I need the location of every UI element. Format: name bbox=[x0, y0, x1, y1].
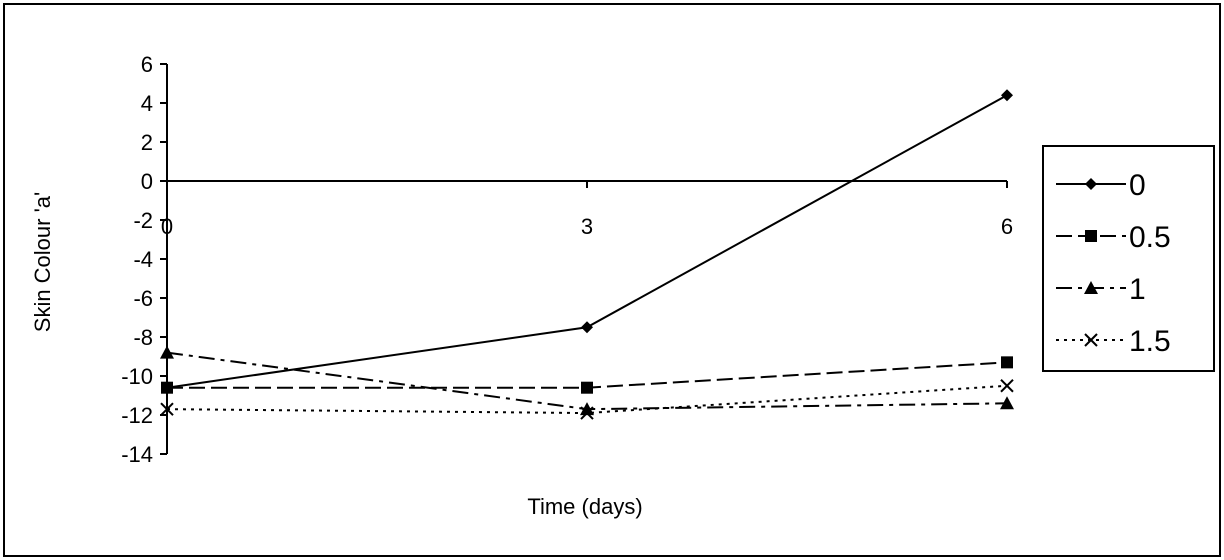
y-axis-title: Skin Colour 'a' bbox=[30, 192, 55, 332]
legend-label: 0.5 bbox=[1129, 221, 1171, 254]
y-tick-label: 2 bbox=[141, 130, 153, 155]
data-point-series-3 bbox=[1000, 379, 1014, 393]
legend-marker bbox=[1084, 281, 1098, 294]
y-tick-label: 6 bbox=[141, 52, 153, 77]
legend-label: 1 bbox=[1129, 273, 1146, 306]
data-point-series-1 bbox=[1001, 356, 1013, 369]
legend-label: 0 bbox=[1129, 169, 1146, 202]
data-point-series-3 bbox=[160, 402, 174, 416]
data-point-series-1 bbox=[581, 381, 593, 394]
y-tick-label: -2 bbox=[133, 208, 153, 233]
data-point-series-1 bbox=[161, 381, 173, 394]
legend-item: 0 bbox=[1056, 169, 1146, 202]
y-tick-label: 4 bbox=[141, 91, 153, 116]
data-point-series-3 bbox=[580, 406, 594, 420]
x-tick-label: 0 bbox=[161, 214, 173, 239]
data-point-series-2 bbox=[1000, 396, 1014, 410]
data-point-series-0 bbox=[581, 321, 593, 334]
y-tick-label: -6 bbox=[133, 286, 153, 311]
legend-label: 1.5 bbox=[1129, 325, 1171, 358]
x-axis-title: Time (days) bbox=[527, 494, 642, 519]
x-tick-label: 3 bbox=[581, 214, 593, 239]
plot-area: 6 4 2 0 -2 -4 -6 -8 -10 -12 -14 0 3 6 bbox=[121, 52, 1014, 467]
y-tick-label: -8 bbox=[133, 325, 153, 350]
legend-marker bbox=[1084, 333, 1098, 347]
y-tick-label: -10 bbox=[121, 364, 153, 389]
chart-border bbox=[3, 3, 1221, 557]
legend-item: 1 bbox=[1056, 273, 1146, 306]
legend-item: 0.5 bbox=[1056, 221, 1171, 254]
legend-marker bbox=[1085, 178, 1097, 190]
data-point-series-2 bbox=[160, 345, 174, 359]
y-tick-label: -12 bbox=[121, 403, 153, 428]
y-tick-label: -4 bbox=[133, 247, 153, 272]
y-tick-label: 0 bbox=[141, 169, 153, 194]
legend-item: 1.5 bbox=[1056, 325, 1171, 358]
data-point-series-0 bbox=[1001, 89, 1013, 102]
data-point-series-2 bbox=[580, 402, 594, 416]
y-tick-label: -14 bbox=[121, 442, 153, 467]
legend-marker bbox=[1085, 230, 1097, 242]
x-tick-label: 6 bbox=[1001, 214, 1013, 239]
legend: 0 0.5 1 1.5 bbox=[1042, 145, 1215, 372]
